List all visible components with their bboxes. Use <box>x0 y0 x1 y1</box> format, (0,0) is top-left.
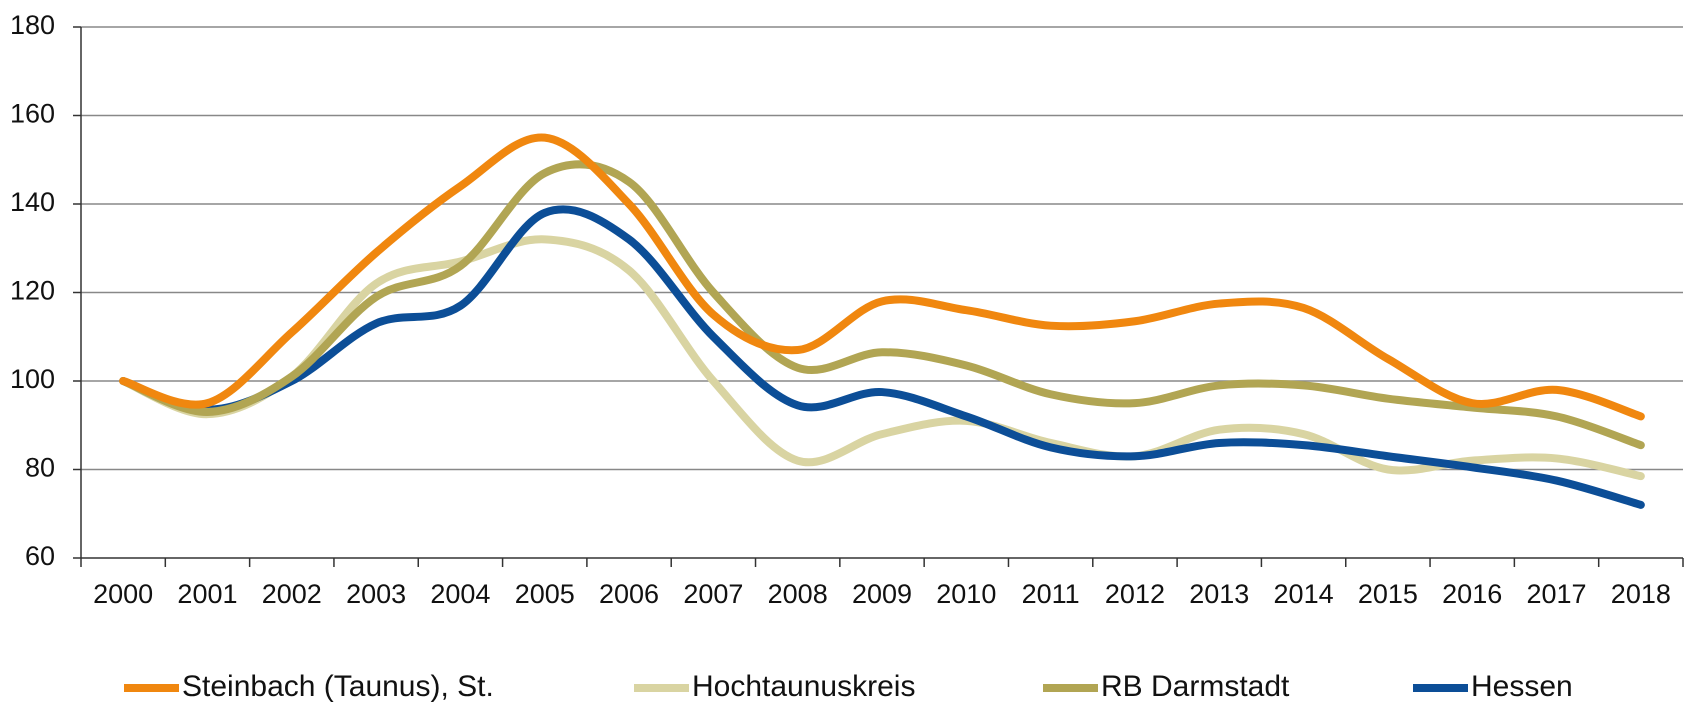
x-tick-label: 2009 <box>852 579 912 609</box>
series-line <box>119 160 1645 450</box>
y-tick-label: 100 <box>10 364 55 394</box>
y-tick-label: 180 <box>10 10 55 40</box>
x-tick-label: 2015 <box>1358 579 1418 609</box>
x-tick-label: 2008 <box>768 579 828 609</box>
x-tick-label: 2002 <box>262 579 322 609</box>
x-tick-label: 2016 <box>1442 579 1502 609</box>
y-tick-label: 140 <box>10 187 55 217</box>
x-tick-label: 2010 <box>936 579 996 609</box>
legend-label: Hochtaunuskreis <box>692 670 915 703</box>
series-line <box>119 133 1645 421</box>
y-tick-label: 120 <box>10 276 55 306</box>
series-line <box>119 205 1645 509</box>
x-tick-label: 2012 <box>1105 579 1165 609</box>
x-tick-label: 2007 <box>683 579 743 609</box>
legend-label: Hessen <box>1471 670 1573 703</box>
series-line <box>119 235 1645 481</box>
x-tick-label: 2013 <box>1189 579 1249 609</box>
x-tick-label: 2006 <box>599 579 659 609</box>
x-tick-label: 2011 <box>1022 579 1080 609</box>
x-tick-label: 2017 <box>1526 579 1586 609</box>
x-tick-label: 2003 <box>346 579 406 609</box>
legend-label: Steinbach (Taunus), St. <box>182 670 494 703</box>
x-tick-label: 2004 <box>430 579 490 609</box>
x-tick-label: 2018 <box>1611 579 1671 609</box>
y-tick-label: 80 <box>25 453 55 483</box>
x-tick-label: 2000 <box>93 579 153 609</box>
x-tick-label: 2005 <box>515 579 575 609</box>
y-tick-label: 160 <box>10 99 55 129</box>
legend-label: RB Darmstadt <box>1101 670 1290 703</box>
x-tick-label: 2014 <box>1274 579 1334 609</box>
x-tick-label: 2001 <box>177 579 237 609</box>
y-tick-label: 60 <box>25 541 55 571</box>
